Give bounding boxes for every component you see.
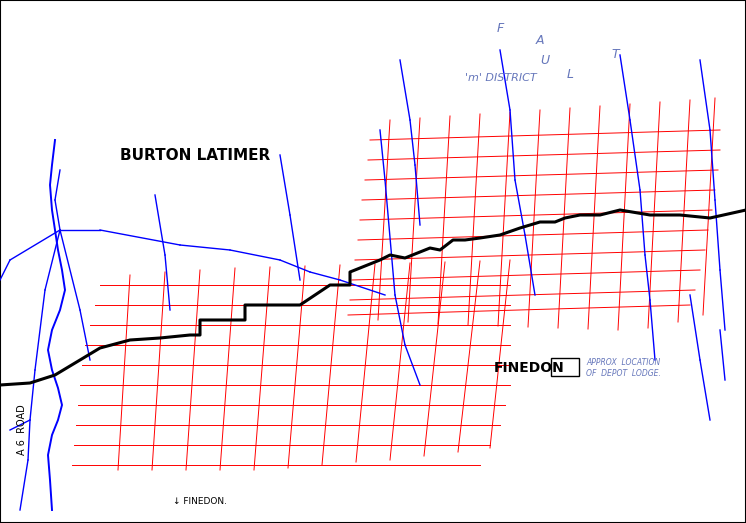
Bar bbox=[551, 358, 579, 376]
Text: FINEDON: FINEDON bbox=[494, 361, 565, 375]
Text: ↓ FINEDON.: ↓ FINEDON. bbox=[173, 497, 227, 506]
Text: 'm' DISTRICT: 'm' DISTRICT bbox=[465, 73, 536, 83]
Text: L: L bbox=[566, 69, 574, 82]
Text: T: T bbox=[611, 49, 619, 62]
Text: APPROX  LOCATION
OF  DEPOT  LODGE.: APPROX LOCATION OF DEPOT LODGE. bbox=[586, 358, 661, 378]
Text: F: F bbox=[496, 21, 504, 35]
Text: U: U bbox=[540, 53, 550, 66]
Text: BURTON LATIMER: BURTON LATIMER bbox=[120, 147, 270, 163]
Text: A 6  ROAD: A 6 ROAD bbox=[17, 405, 27, 456]
Text: A: A bbox=[536, 33, 545, 47]
